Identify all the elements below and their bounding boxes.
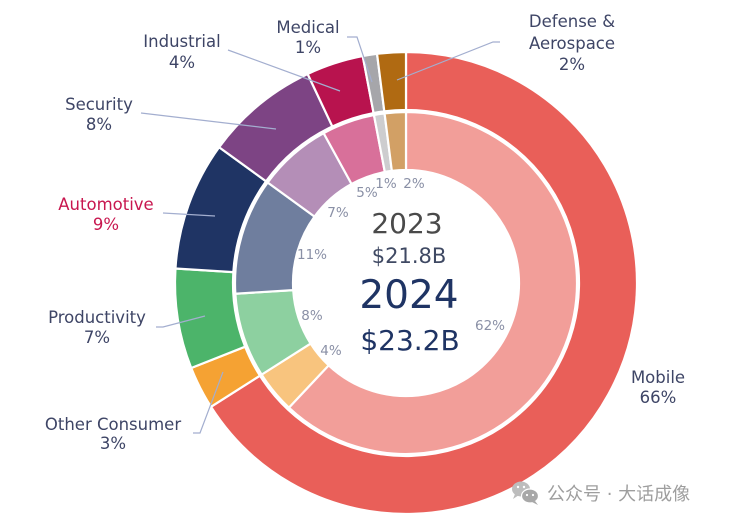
center-year-2023: 2023	[371, 207, 442, 240]
ring-2023-inner	[233, 110, 579, 456]
segment-2023-defense-aerospace	[383, 110, 408, 172]
leader-line-other-consumer	[193, 371, 224, 434]
leader-line-medical	[347, 36, 373, 83]
leader-line-defense-aerospace	[396, 41, 500, 81]
inner-label-industrial: 5%	[356, 185, 378, 201]
wechat-icon	[512, 481, 540, 505]
segment-2024-defense-aerospace	[375, 50, 408, 113]
label-productivity-pct: 7%	[84, 328, 110, 347]
inner-label-mobile: 62%	[475, 318, 505, 334]
leader-line-productivity	[156, 315, 206, 328]
inner-label-automotive: 11%	[297, 247, 327, 263]
label-defense-aerospace-name-line2: Aerospace	[529, 34, 615, 53]
label-productivity-name: Productivity	[48, 308, 146, 327]
center-total-2023: $21.8B	[372, 244, 447, 268]
segment-2024-mobile	[209, 50, 639, 516]
label-mobile-pct: 66%	[640, 388, 677, 407]
label-automotive-name: Automotive	[58, 195, 153, 214]
label-automotive-pct: 9%	[93, 215, 119, 234]
label-medical-name: Medical	[276, 18, 339, 37]
label-defense-aerospace-name-line1: Defense &	[529, 12, 615, 31]
inner-label-other-consumer: 4%	[320, 343, 342, 359]
label-defense-aerospace-pct: 2%	[559, 55, 585, 74]
watermark: 公众号 · 大话成像	[512, 481, 690, 505]
label-security-pct: 8%	[86, 115, 112, 134]
label-industrial-pct: 4%	[169, 53, 195, 72]
inner-label-medical: 1%	[375, 176, 397, 192]
label-security-name: Security	[65, 95, 133, 114]
leader-line-security	[140, 112, 277, 130]
inner-label-productivity: 8%	[301, 308, 323, 324]
leader-line-automotive	[162, 212, 216, 217]
ring-2024-outer	[173, 50, 639, 516]
center-year-2024: 2024	[359, 273, 458, 318]
label-mobile-name: Mobile	[631, 368, 685, 387]
label-other-consumer-pct: 3%	[100, 434, 126, 453]
label-industrial-name: Industrial	[143, 32, 220, 51]
watermark-text: 公众号 · 大话成像	[547, 484, 690, 505]
center-total-2024: $23.2B	[360, 324, 459, 357]
label-medical-pct: 1%	[295, 38, 321, 57]
inner-label-security: 7%	[327, 205, 349, 221]
label-other-consumer-name: Other Consumer	[45, 415, 181, 434]
segment-2023-mobile	[287, 110, 579, 456]
inner-label-defense-aerospace: 2%	[403, 176, 425, 192]
leader-line-industrial	[227, 49, 341, 92]
